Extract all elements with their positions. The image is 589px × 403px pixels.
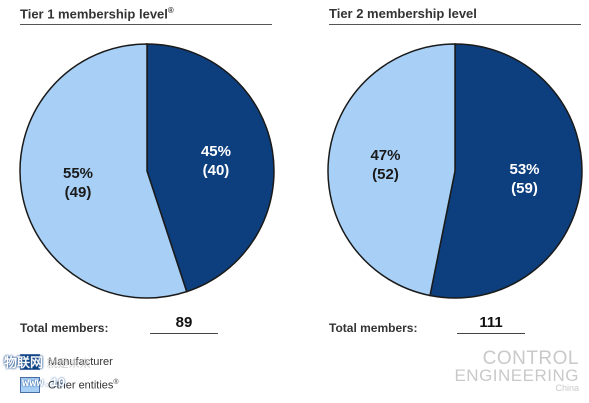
legend-label-manufacturer: Manufacturer	[48, 356, 113, 368]
pie-chart-tier-1: 45% (40) 55% (49)	[19, 43, 275, 299]
watermark-url: www.10	[22, 376, 66, 390]
chart-1-title-rule	[20, 24, 272, 25]
legend-swatch-other-entities	[20, 377, 40, 393]
pie-1-slice-other-entities	[19, 43, 188, 299]
chart-1-title-sup: ®	[167, 6, 174, 15]
pie-1-count-label-other-entities: (49)	[65, 184, 92, 201]
legend-label-sup: ®	[113, 378, 119, 386]
pie-2-slice-other-entities	[327, 43, 456, 297]
chart-2-total-value: 111	[479, 314, 503, 331]
chart-1-title: Tier 1 membership level®	[20, 6, 174, 22]
watermark-cn: 物联网 就是未来	[4, 355, 91, 370]
pie-chart-tier-2: 53% (59) 47% (52)	[327, 43, 583, 299]
pie-1-percent-label-manufacturer: 45%	[201, 143, 231, 160]
legend-item-other-entities: Other entities®	[20, 377, 119, 393]
chart-2-title: Tier 2 membership level	[329, 6, 477, 21]
chart-2-total-label: Total members:	[329, 321, 418, 335]
logo-line-3: China	[555, 383, 579, 394]
chart-1-total-label: Total members:	[20, 321, 109, 335]
pie-2-percent-label-manufacturer: 53%	[509, 161, 539, 178]
chart-2-total-rule	[457, 333, 525, 334]
logo-line-1: CONTROL	[482, 348, 579, 369]
legend-swatch-manufacturer	[20, 354, 40, 370]
chart-1-total-value: 89	[175, 314, 193, 331]
watermark-cn-faded: 就是未来	[46, 358, 91, 370]
pie-2-slice-manufacturer	[429, 43, 583, 299]
pie-2-count-label-manufacturer: (59)	[511, 180, 538, 197]
pie-1-slice-manufacturer	[146, 43, 275, 293]
pie-2-count-label-other-entities: (52)	[372, 166, 399, 183]
logo-line-2: ENGINEERING	[454, 366, 579, 386]
chart-2-title-rule	[329, 24, 581, 25]
control-engineering-logo: CONTROL ENGINEERING China	[454, 348, 579, 394]
legend-item-manufacturer: Manufacturer	[20, 354, 113, 370]
pie-1-percent-label-other-entities: 55%	[63, 165, 93, 182]
chart-1-total-rule	[150, 333, 218, 334]
pie-1-count-label-manufacturer: (40)	[203, 162, 230, 179]
legend-label-other-entities: Other entities®	[48, 378, 119, 392]
pie-2-percent-label-other-entities: 47%	[370, 147, 400, 164]
